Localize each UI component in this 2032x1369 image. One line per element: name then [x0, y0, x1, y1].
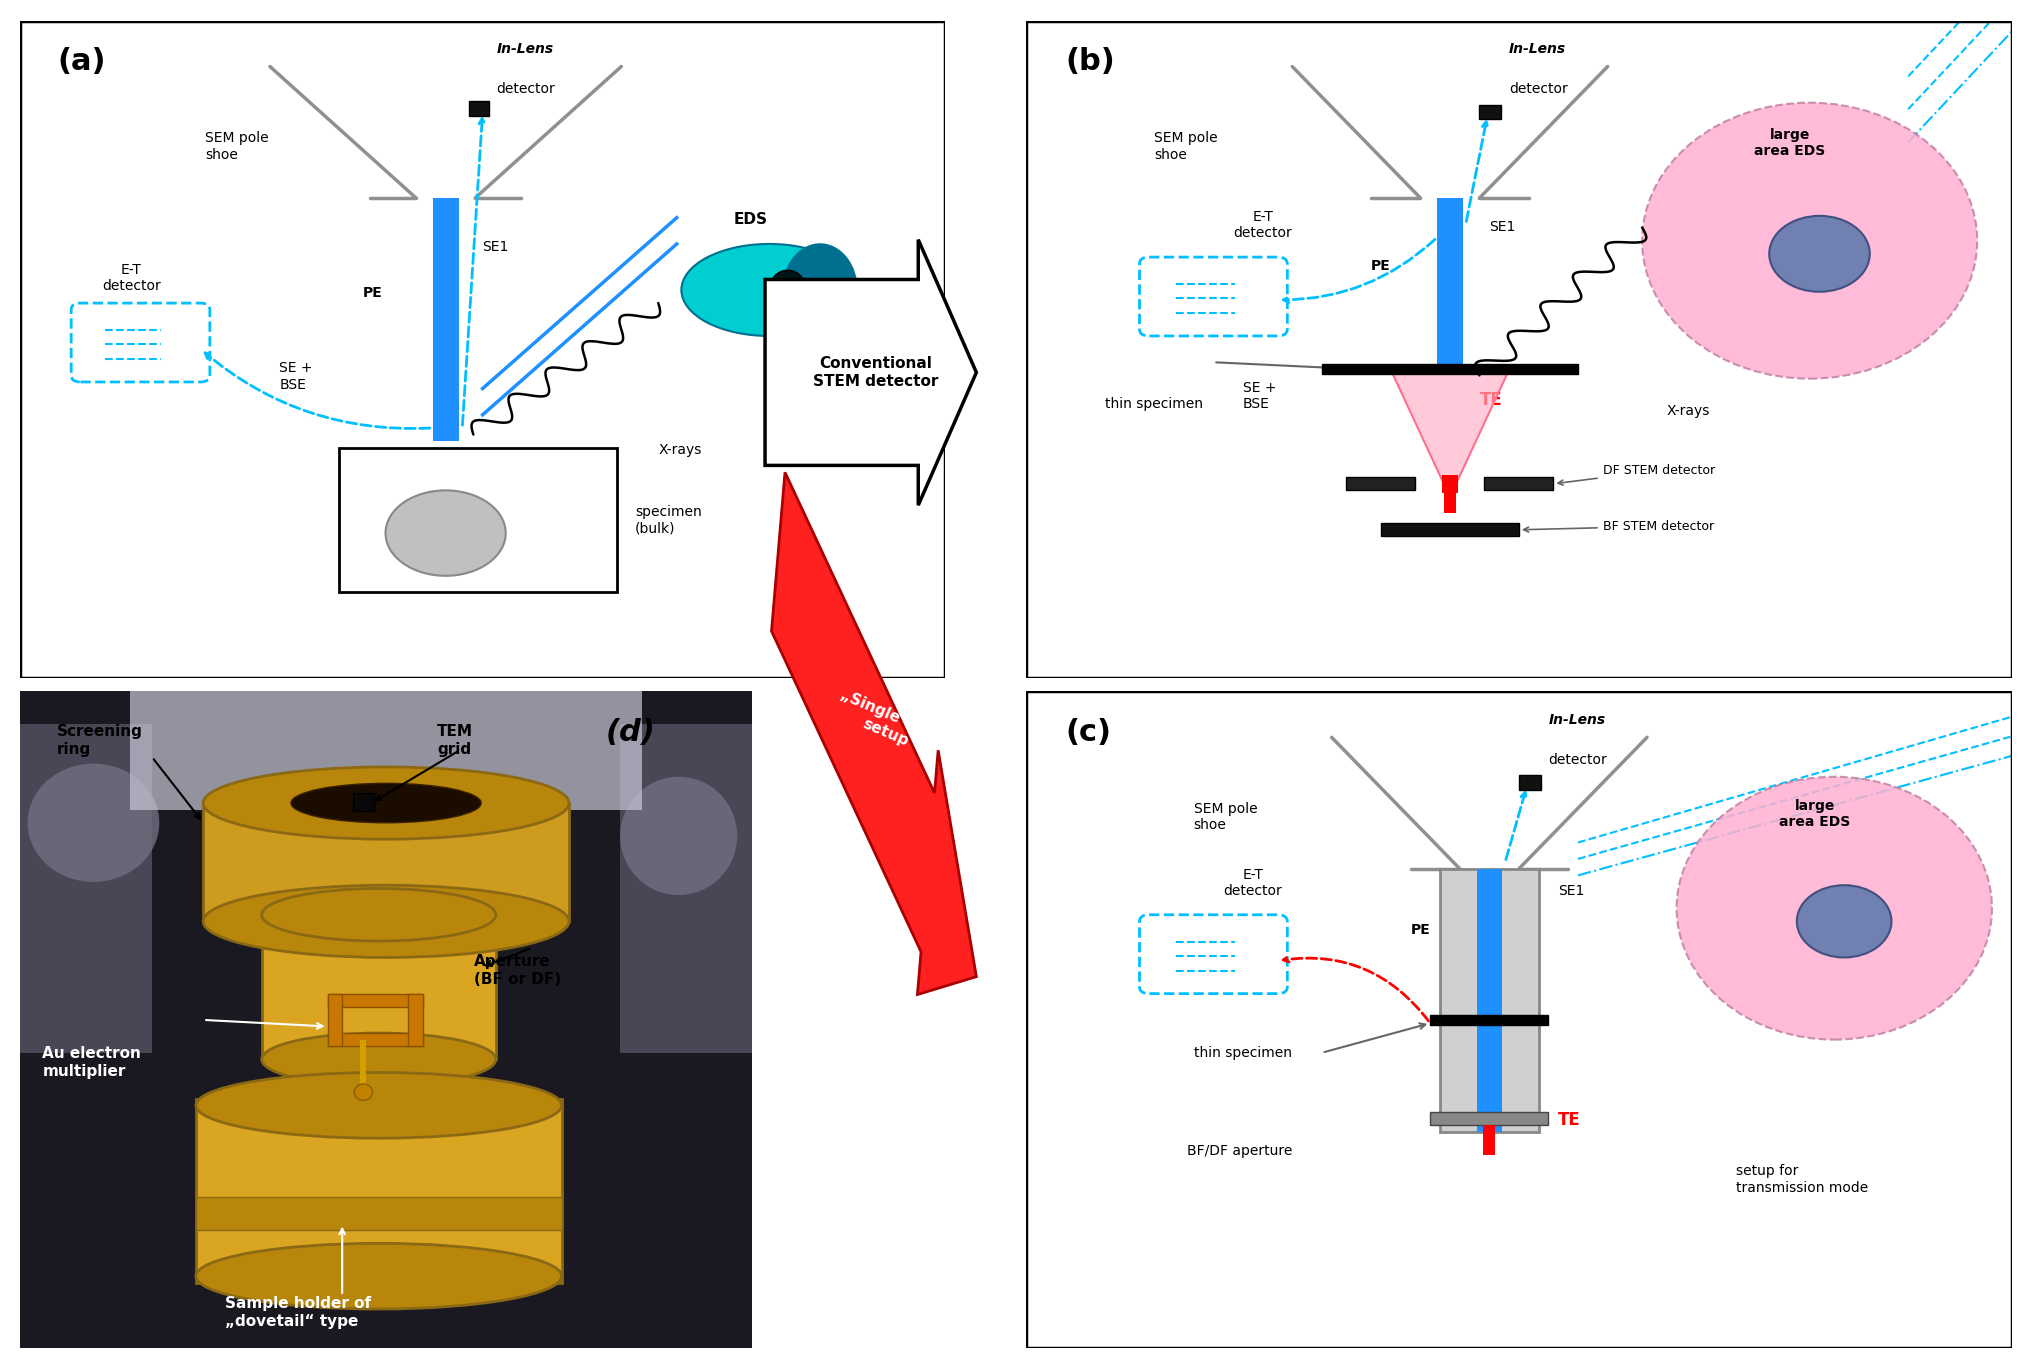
Bar: [195, 1198, 561, 1231]
Ellipse shape: [262, 888, 496, 941]
Ellipse shape: [1676, 776, 1991, 1039]
Text: (d): (d): [606, 717, 656, 746]
Bar: [354, 793, 374, 810]
Text: thin specimen: thin specimen: [1105, 397, 1203, 411]
Text: Au electron
multiplier: Au electron multiplier: [43, 1046, 140, 1079]
Text: setup for
transmission mode: setup for transmission mode: [1735, 1165, 1867, 1195]
Bar: [1477, 869, 1502, 1132]
Bar: [360, 1039, 366, 1092]
Text: detector: detector: [496, 82, 555, 96]
Bar: [195, 1099, 561, 1283]
Ellipse shape: [28, 764, 158, 882]
FancyBboxPatch shape: [71, 303, 209, 382]
Bar: [130, 691, 642, 809]
FancyBboxPatch shape: [1140, 257, 1288, 335]
Ellipse shape: [782, 244, 858, 335]
FancyBboxPatch shape: [1140, 914, 1288, 994]
Text: large
area EDS: large area EDS: [1778, 799, 1851, 830]
Text: In-Lens: In-Lens: [1548, 713, 1605, 727]
Bar: [327, 1034, 423, 1046]
Bar: [1483, 1125, 1496, 1154]
Text: SE1: SE1: [484, 240, 508, 253]
Bar: [339, 448, 616, 593]
Text: EDS: EDS: [734, 212, 768, 227]
Bar: [262, 914, 496, 1060]
Text: „Single unit“
setup: „Single unit“ setup: [831, 687, 947, 761]
Ellipse shape: [386, 490, 506, 576]
Text: detector: detector: [1510, 82, 1569, 96]
Text: PE: PE: [1372, 259, 1390, 274]
Ellipse shape: [203, 886, 569, 957]
Bar: [1431, 1112, 1548, 1125]
Text: E-T
detector: E-T detector: [1233, 211, 1292, 241]
FancyArrow shape: [772, 472, 975, 994]
Text: SEM pole
shoe: SEM pole shoe: [1154, 131, 1217, 162]
Ellipse shape: [681, 244, 858, 335]
Text: Aperture
(BF or DF): Aperture (BF or DF): [473, 954, 561, 987]
Ellipse shape: [1796, 886, 1892, 957]
Bar: [620, 724, 752, 1053]
Bar: [1441, 869, 1538, 1132]
Text: Sample holder of
„dovetail“ type: Sample holder of „dovetail“ type: [226, 1296, 372, 1329]
Bar: [1443, 475, 1457, 493]
Ellipse shape: [203, 767, 569, 839]
Bar: [408, 994, 423, 1046]
Text: Conventional
STEM detector: Conventional STEM detector: [813, 356, 939, 389]
Text: BF STEM detector: BF STEM detector: [1524, 520, 1713, 533]
Bar: [203, 804, 569, 921]
Bar: [327, 994, 341, 1046]
Text: X-rays: X-rays: [1666, 404, 1711, 418]
Bar: [1437, 199, 1463, 368]
Polygon shape: [1392, 374, 1508, 497]
Text: SEM pole
shoe: SEM pole shoe: [1193, 802, 1258, 832]
Text: (a): (a): [57, 47, 106, 75]
Text: In-Lens: In-Lens: [496, 42, 553, 56]
Text: SE +
BSE: SE + BSE: [1244, 381, 1276, 411]
Bar: [1321, 364, 1579, 374]
Ellipse shape: [291, 783, 482, 823]
Text: TE: TE: [1479, 392, 1502, 409]
Bar: [1382, 523, 1520, 537]
Ellipse shape: [354, 1084, 372, 1101]
Text: E-T
detector: E-T detector: [1223, 868, 1282, 898]
Text: detector: detector: [1548, 753, 1607, 767]
Text: large
area EDS: large area EDS: [1754, 127, 1825, 157]
Ellipse shape: [262, 1034, 496, 1086]
Bar: [433, 199, 459, 441]
Bar: [1347, 478, 1416, 490]
Ellipse shape: [620, 776, 738, 895]
Ellipse shape: [770, 270, 807, 309]
Text: SEM pole
shoe: SEM pole shoe: [205, 131, 268, 162]
Bar: [20, 724, 152, 1053]
Text: In-Lens: In-Lens: [1510, 42, 1567, 56]
Text: SE1: SE1: [1489, 220, 1516, 234]
Text: TEM
grid: TEM grid: [437, 724, 473, 757]
Bar: [1520, 775, 1540, 790]
Text: SE +
BSE: SE + BSE: [278, 361, 313, 392]
Bar: [1445, 487, 1455, 513]
Text: SE1: SE1: [1559, 884, 1585, 898]
Text: PE: PE: [362, 286, 382, 300]
Text: (b): (b): [1065, 47, 1116, 75]
Bar: [327, 994, 423, 1006]
Ellipse shape: [1770, 216, 1869, 292]
Text: Screening
ring: Screening ring: [57, 724, 142, 757]
Text: (c): (c): [1065, 717, 1112, 746]
Bar: [1431, 1014, 1548, 1025]
Text: TE: TE: [1559, 1112, 1581, 1129]
Bar: [469, 101, 490, 116]
Text: specimen
(bulk): specimen (bulk): [636, 505, 701, 535]
Text: PE: PE: [1410, 924, 1431, 938]
FancyArrow shape: [764, 240, 975, 505]
Text: thin specimen: thin specimen: [1195, 1046, 1292, 1060]
Ellipse shape: [195, 1243, 561, 1309]
Text: DF STEM detector: DF STEM detector: [1559, 464, 1715, 485]
Text: BF/DF aperture: BF/DF aperture: [1187, 1144, 1292, 1158]
Text: X-rays: X-rays: [658, 444, 701, 457]
Ellipse shape: [1642, 103, 1977, 379]
Bar: [1479, 104, 1502, 119]
Bar: [1485, 478, 1552, 490]
Ellipse shape: [195, 1072, 561, 1138]
Text: E-T
detector: E-T detector: [102, 263, 161, 293]
